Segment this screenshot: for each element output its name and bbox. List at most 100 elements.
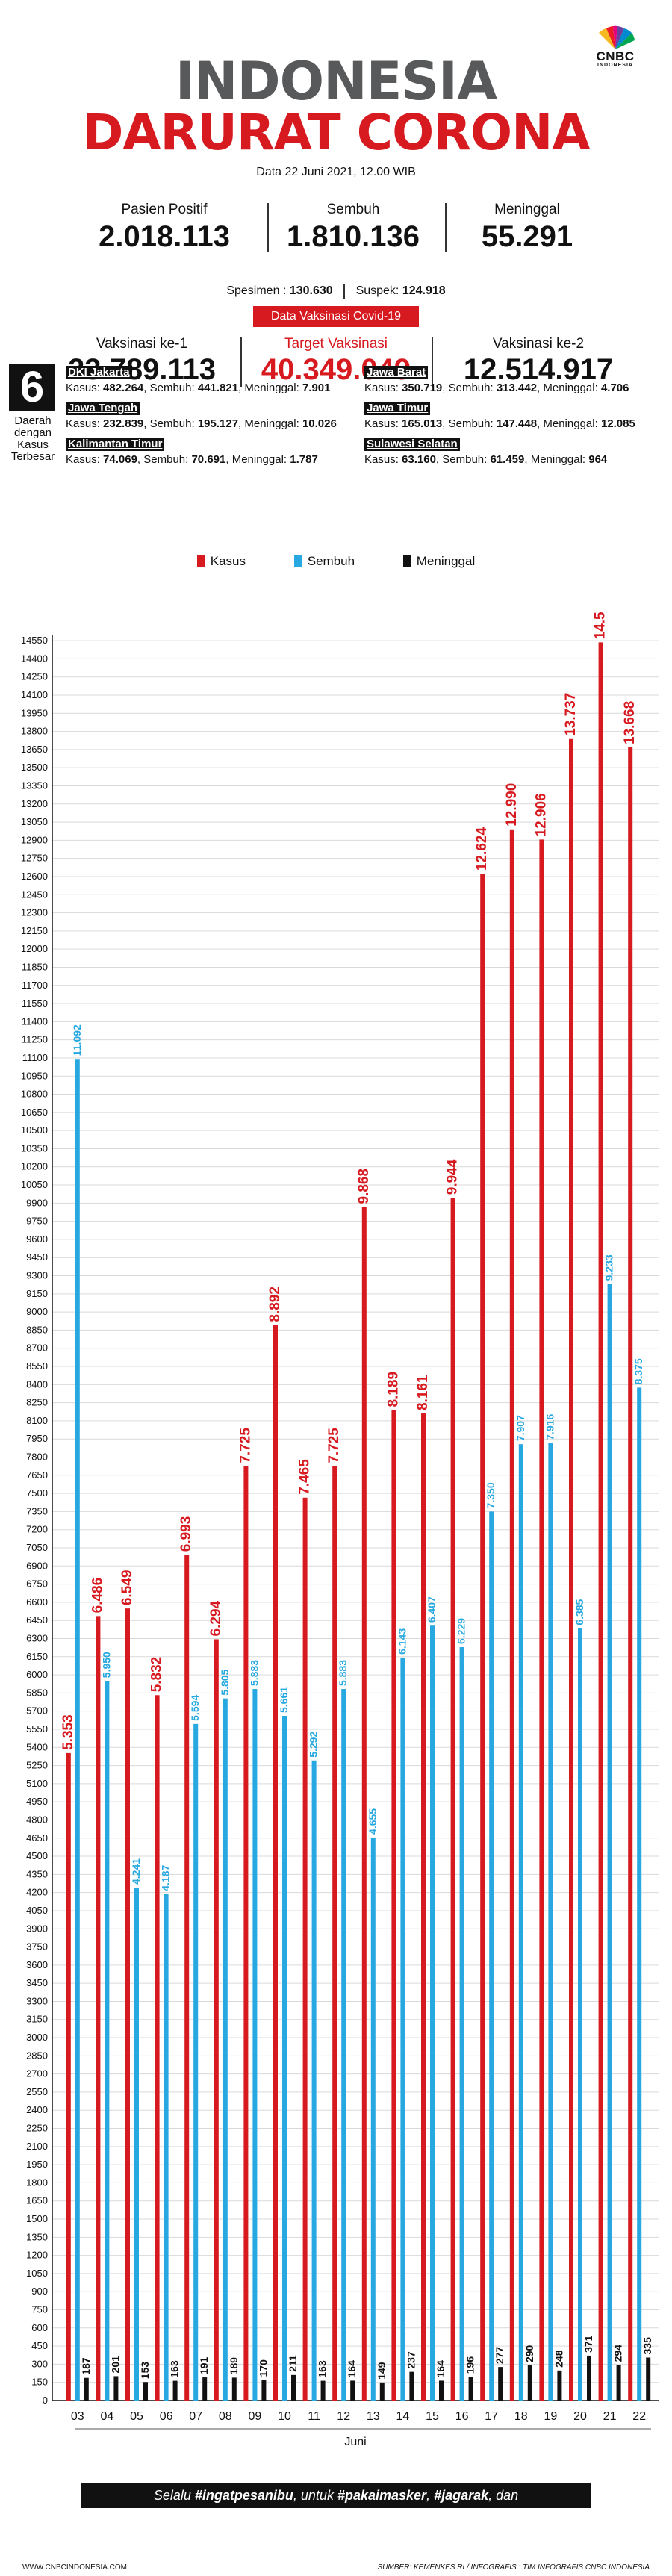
y-tick-label: 1650	[26, 2195, 48, 2206]
x-tick-label: 14	[396, 2410, 410, 2423]
y-tick-label: 14400	[21, 653, 48, 664]
bar-meninggal	[143, 2382, 148, 2401]
region-details: Kasus: 350.719, Sembuh: 313.442, Meningg…	[364, 382, 629, 394]
bar-sembuh	[637, 1387, 642, 2401]
y-tick-label: 7200	[26, 1524, 48, 1535]
y-tick-label: 13500	[21, 762, 48, 773]
y-tick-label: 7050	[26, 1542, 48, 1553]
x-tick-label: 15	[426, 2410, 439, 2423]
stat-positif: Pasien Positif 2.018.113	[75, 202, 254, 254]
stat-value: 55.291	[481, 220, 573, 253]
data-label-meninggal: 153	[139, 2362, 151, 2380]
y-tick-label: 7500	[26, 1487, 48, 1499]
daily-cases-chart: 0 150 300 450 600 750 900 1050 1200 1350 1500 1650 1…	[21, 612, 659, 2448]
bar-meninggal	[527, 2365, 532, 2401]
msg-text: ,	[426, 2488, 435, 2503]
y-tick-label: 6750	[26, 1578, 48, 1590]
bar-kasus	[243, 1466, 249, 2401]
y-tick-label: 12450	[21, 889, 48, 900]
region-item: Jawa Barat Kasus: 350.719, Sembuh: 313.44…	[364, 366, 629, 394]
data-label-meninggal: 189	[228, 2357, 240, 2375]
y-tick-label: 13050	[21, 816, 48, 827]
data-label-sembuh: 5.805	[219, 1669, 231, 1695]
x-tick-label: 18	[514, 2410, 528, 2423]
y-tick-label: 10500	[21, 1124, 48, 1136]
title-line-1: INDONESIA	[175, 51, 497, 112]
y-tick-label: 13800	[21, 726, 48, 737]
y-tick-label: 13950	[21, 707, 48, 718]
y-tick-label: 8700	[26, 1343, 48, 1354]
y-tick-label: 6150	[26, 1651, 48, 1662]
msg-text: , untuk	[293, 2488, 337, 2503]
y-tick-label: 2850	[26, 2050, 48, 2061]
data-label-meninggal: 164	[435, 2360, 447, 2378]
data-label-kasus: 6.486	[90, 1578, 105, 1614]
y-tick-label: 12300	[21, 907, 48, 918]
data-label-meninggal: 294	[612, 2345, 624, 2362]
divider	[240, 337, 242, 387]
data-label-kasus: 7.465	[297, 1459, 313, 1495]
divider	[267, 203, 269, 252]
data-label-meninggal: 211	[287, 2355, 299, 2372]
y-tick-label: 12600	[21, 871, 48, 882]
bar-meninggal	[409, 2371, 414, 2401]
x-tick-label: 10	[278, 2410, 291, 2423]
data-label-meninggal: 196	[464, 2356, 476, 2374]
y-tick-label: 3450	[26, 1977, 48, 1988]
y-tick-label: 2550	[26, 2086, 48, 2097]
region-name: Sulawesi Selatan	[364, 438, 460, 451]
bar-sembuh	[105, 1681, 110, 2401]
legend-label: Meninggal	[416, 554, 476, 568]
data-label-meninggal: 248	[553, 2350, 564, 2368]
data-label-meninggal: 191	[198, 2356, 210, 2374]
y-tick-label: 1200	[26, 2250, 48, 2261]
vaccination-badge: Data Vaksinasi Covid-19	[253, 306, 419, 327]
x-tick-label: 13	[367, 2410, 380, 2423]
y-tick-label: 4200	[26, 1887, 48, 1898]
bar-sembuh	[134, 1888, 139, 2401]
data-label-meninggal: 149	[376, 2362, 388, 2380]
y-tick-label: 12150	[21, 925, 48, 936]
y-tick-label: 150	[31, 2377, 48, 2388]
data-label-kasus: 9.868	[356, 1169, 372, 1204]
stat-value: 1.810.136	[287, 220, 420, 253]
peacock-icon	[599, 25, 635, 49]
data-label-sembuh: 5.661	[278, 1687, 290, 1713]
data-label-sembuh: 4.241	[130, 1858, 142, 1885]
data-label-meninggal: 170	[257, 2359, 269, 2377]
region-name: Jawa Timur	[364, 402, 431, 415]
y-tick-label: 11550	[22, 998, 48, 1009]
y-tick-label: 11400	[22, 1015, 48, 1027]
bar-meninggal	[616, 2365, 621, 2401]
x-tick-label: 06	[160, 2410, 173, 2423]
legend-label: Sembuh	[307, 554, 355, 568]
x-tick-label: 09	[249, 2410, 262, 2423]
y-tick-label: 5850	[26, 1687, 48, 1698]
bar-meninggal	[320, 2380, 326, 2401]
data-label-sembuh: 4.655	[367, 1808, 379, 1835]
region-name: DKI Jakarta	[66, 366, 132, 379]
data-label-meninggal: 163	[169, 2360, 181, 2378]
y-tick-label: 1350	[26, 2231, 48, 2242]
data-label-sembuh: 5.292	[308, 1732, 320, 1758]
y-tick-label: 6300	[26, 1632, 48, 1643]
bar-kasus	[96, 1616, 101, 2401]
bar-meninggal	[113, 2376, 119, 2401]
footer-message: Selalu #ingatpesanibu, untuk #pakaimaske…	[81, 2483, 591, 2528]
bar-meninggal	[379, 2382, 385, 2401]
bar-meninggal	[439, 2380, 444, 2401]
bar-sembuh	[193, 1723, 199, 2401]
y-tick-label: 1050	[26, 2268, 48, 2279]
y-tick-label: 10800	[21, 1089, 48, 1100]
y-tick-label: 9450	[26, 1251, 48, 1263]
data-label-meninggal: 163	[317, 2360, 329, 2378]
y-tick-label: 6600	[26, 1596, 48, 1608]
legend-swatch	[293, 555, 302, 567]
y-tick-label: 10950	[21, 1070, 48, 1081]
region-item: Jawa Timur Kasus: 165.013, Sembuh: 147.44…	[364, 402, 635, 430]
data-label-kasus: 14.536	[593, 612, 609, 639]
msg-text: Selalu	[153, 2488, 195, 2503]
y-tick-label: 600	[31, 2322, 48, 2333]
chart-legend: Kasus Sembuh Meninggal	[0, 554, 672, 569]
bar-sembuh	[164, 1894, 169, 2401]
